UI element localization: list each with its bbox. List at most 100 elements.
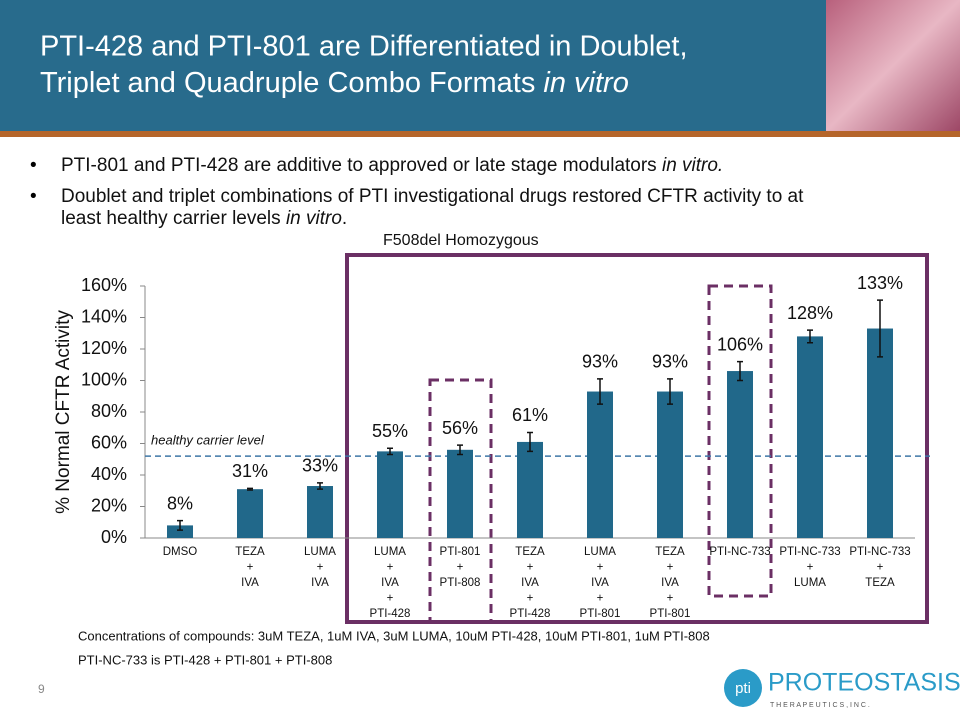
bar: [447, 449, 473, 538]
y-tick-label: 0%: [101, 527, 127, 547]
error-bar: [807, 329, 813, 344]
header-bar: [0, 0, 960, 131]
bar: [237, 489, 263, 538]
value-label: 55%: [372, 421, 408, 441]
box-label: F508del Homozygous: [383, 232, 539, 249]
y-tick-label: 40%: [91, 464, 127, 484]
x-tick-label: +: [667, 562, 674, 574]
title-line: PTI-428 and PTI-801 are Differentiated i…: [40, 31, 688, 63]
x-tick-label: PTI-NC-733: [779, 546, 840, 558]
x-tick-label: TEZA: [865, 577, 895, 589]
y-tick-label: 160%: [81, 275, 127, 295]
x-tick-label: +: [807, 562, 814, 574]
x-tick-label: PTI-801: [580, 608, 621, 620]
y-tick-label: 100%: [81, 369, 127, 389]
error-bar: [247, 487, 253, 491]
value-label: 56%: [442, 418, 478, 438]
bullet-part: least healthy carrier levels: [61, 208, 286, 229]
x-tick-label: PTI-808: [440, 577, 481, 589]
bar: [727, 371, 753, 538]
logo-name: PROTEOSTASIS: [768, 669, 960, 697]
bar: [167, 525, 193, 538]
bar: [307, 486, 333, 538]
bar: [517, 441, 543, 538]
y-tick-label: 80%: [91, 401, 127, 421]
footnote: PTI-NC-733 is PTI-428 + PTI-801 + PTI-80…: [78, 652, 332, 667]
error-bar: [737, 360, 743, 382]
x-tick-label: PTI-428: [510, 608, 551, 620]
error-bar: [667, 378, 673, 405]
x-tick-label: +: [527, 562, 534, 574]
logo-circle: [724, 669, 762, 707]
bullet-part: in vitro.: [662, 155, 723, 176]
bullet: least healthy carrier levels in vitro.: [61, 208, 347, 229]
error-bar: [457, 444, 463, 456]
x-tick-label: +: [387, 562, 394, 574]
x-tick-label: IVA: [241, 577, 259, 589]
x-tick-label: +: [457, 562, 464, 574]
value-label: 61%: [512, 405, 548, 425]
x-tick-label: +: [667, 593, 674, 605]
y-axis-title: % Normal CFTR Activity: [53, 310, 74, 514]
x-tick-label: +: [597, 593, 604, 605]
footnote: Concentrations of compounds: 3uM TEZA, 1…: [78, 628, 710, 643]
bullet: Doublet and triplet combinations of PTI …: [61, 186, 804, 207]
x-tick-label: LUMA: [794, 577, 826, 589]
x-tick-label: IVA: [381, 577, 399, 589]
value-label: 133%: [857, 273, 903, 293]
x-tick-label: IVA: [661, 577, 679, 589]
y-tick-label: 60%: [91, 432, 127, 452]
x-tick-label: +: [247, 562, 254, 574]
x-tick-label: +: [597, 562, 604, 574]
x-tick-label: IVA: [311, 577, 329, 589]
dashed-highlight: [428, 378, 493, 624]
value-label: 33%: [302, 456, 338, 476]
bar: [657, 391, 683, 538]
x-tick-label: DMSO: [163, 546, 198, 558]
error-bar: [877, 299, 883, 358]
x-tick-label: +: [527, 593, 534, 605]
bullet: PTI-801 and PTI-428 are additive to appr…: [61, 155, 723, 176]
error-bar: [387, 447, 393, 456]
header-stripe: [0, 131, 960, 137]
logo-mark: pti: [735, 680, 751, 697]
highlight-box: [345, 253, 929, 624]
header-image: [826, 0, 960, 131]
bar: [587, 391, 613, 538]
x-tick-label: LUMA: [584, 546, 616, 558]
x-tick-label: TEZA: [235, 546, 265, 558]
x-tick-label: +: [317, 562, 324, 574]
y-tick-label: 120%: [81, 338, 127, 358]
x-tick-label: +: [877, 562, 884, 574]
x-tick-label: PTI-NC-733: [849, 546, 910, 558]
error-bar: [527, 431, 533, 453]
dashed-highlight: [707, 284, 773, 598]
title-part: Triplet and Quadruple Combo Formats: [40, 67, 543, 99]
bar: [797, 336, 823, 538]
y-tick-label: 20%: [91, 495, 127, 515]
bullet-part: PTI-801 and PTI-428 are additive to appr…: [61, 155, 662, 176]
x-tick-label: LUMA: [374, 546, 406, 558]
x-tick-label: IVA: [521, 577, 539, 589]
bullet-part: .: [342, 208, 347, 229]
x-tick-label: +: [387, 593, 394, 605]
title-part: in vitro: [543, 67, 628, 99]
value-label: 8%: [167, 493, 193, 513]
x-tick-label: LUMA: [304, 546, 336, 558]
value-label: 31%: [232, 461, 268, 481]
bullet-mark: •: [30, 186, 37, 207]
error-bar: [317, 482, 323, 490]
x-tick-label: TEZA: [515, 546, 545, 558]
bullet-mark: •: [30, 155, 37, 176]
bar: [867, 328, 893, 538]
reference-label: healthy carrier level: [151, 433, 265, 448]
value-label: 93%: [582, 352, 618, 372]
x-tick-label: IVA: [591, 577, 609, 589]
page-number: 9: [38, 682, 45, 696]
x-tick-label: PTI-801: [650, 608, 691, 620]
error-bar: [177, 519, 183, 531]
y-tick-label: 140%: [81, 306, 127, 326]
value-label: 106%: [717, 334, 763, 354]
